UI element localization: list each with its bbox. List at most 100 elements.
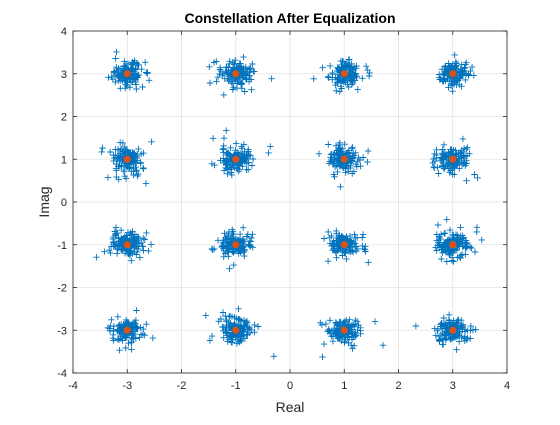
reference-point: [340, 70, 348, 78]
received-symbol-marker: [332, 142, 340, 149]
received-symbol-marker: [458, 146, 465, 154]
received-symbol-marker: [451, 76, 458, 84]
received-symbol-marker: [458, 83, 465, 90]
received-symbol-marker: [362, 248, 369, 255]
received-symbol-marker: [341, 141, 348, 148]
received-symbol-marker: [468, 244, 475, 252]
received-symbol-marker: [107, 148, 114, 156]
received-symbol-marker: [457, 254, 464, 262]
received-symbol-marker: [245, 72, 253, 79]
reference-point: [123, 70, 131, 78]
received-symbol-marker: [443, 258, 450, 265]
received-symbol-marker: [241, 252, 248, 260]
received-symbol-marker: [459, 135, 467, 143]
received-symbol-marker: [325, 74, 332, 81]
received-symbol-marker: [115, 65, 122, 72]
received-symbol-marker: [240, 53, 247, 61]
received-symbol-marker: [210, 59, 218, 66]
received-symbol-marker: [337, 83, 344, 90]
received-symbol-marker: [463, 177, 470, 184]
received-symbol-marker: [440, 70, 447, 78]
received-symbol-marker: [333, 320, 341, 328]
received-symbol-marker: [111, 228, 119, 235]
received-symbol-marker: [248, 162, 256, 169]
received-symbol-marker: [444, 72, 451, 80]
received-symbol-marker: [122, 146, 130, 153]
received-symbol-marker: [122, 147, 129, 154]
received-symbol-marker: [332, 327, 340, 334]
received-symbol-marker: [111, 154, 118, 162]
received-symbol-marker: [324, 258, 332, 265]
received-symbol-marker: [130, 149, 137, 157]
received-symbol-marker: [133, 325, 140, 333]
received-symbol-marker: [329, 69, 336, 77]
received-symbol-marker: [121, 77, 129, 84]
y-tick-label: 2: [61, 112, 67, 124]
received-symbol-marker: [318, 321, 326, 329]
received-symbol-marker: [223, 150, 231, 158]
received-symbol-marker: [437, 76, 444, 83]
received-symbol-marker: [112, 55, 119, 62]
received-symbol-marker: [339, 145, 346, 152]
received-symbol-marker: [119, 337, 126, 344]
received-symbol-marker: [331, 156, 338, 163]
received-symbol-marker: [469, 326, 477, 334]
received-symbol-marker: [247, 152, 254, 159]
received-symbol-marker: [453, 81, 460, 88]
received-symbol-marker: [244, 323, 252, 331]
received-symbol-marker: [213, 78, 220, 85]
received-symbol-marker: [208, 245, 216, 252]
received-symbol-marker: [354, 86, 361, 93]
received-symbol-marker: [442, 332, 449, 339]
received-symbol-marker: [439, 336, 447, 343]
received-symbol-marker: [438, 255, 445, 263]
received-symbol-marker: [119, 139, 127, 147]
reference-point: [232, 70, 240, 78]
received-symbol-marker: [248, 86, 255, 93]
received-symbol-marker: [240, 246, 248, 254]
received-symbol-marker: [446, 169, 453, 176]
y-tick-label: 4: [61, 26, 67, 38]
received-symbol-marker: [239, 242, 247, 250]
received-symbol-marker: [249, 60, 256, 68]
received-symbol-marker: [345, 56, 352, 63]
x-axis-ticks: -4 -3 -2 -1 0 1 2 3 4: [68, 31, 510, 392]
received-symbol-marker: [440, 314, 447, 322]
received-symbol-marker: [228, 171, 235, 179]
received-symbol-marker: [233, 340, 241, 347]
received-symbol-marker: [351, 231, 358, 238]
received-symbol-marker: [231, 164, 238, 171]
received-symbol-marker: [108, 316, 115, 323]
received-symbol-marker: [105, 74, 112, 81]
received-symbol-marker: [456, 165, 463, 172]
received-symbol-marker: [435, 237, 442, 244]
received-symbol-marker: [442, 62, 449, 70]
received-symbol-marker: [354, 318, 361, 325]
received-symbol-marker: [467, 327, 474, 334]
received-symbol-marker: [149, 334, 156, 342]
received-symbol-marker: [132, 76, 139, 84]
received-symbol-marker: [236, 166, 243, 173]
received-symbol-marker: [140, 325, 147, 333]
received-symbol-marker: [115, 336, 123, 343]
received-symbol-marker: [250, 68, 257, 75]
received-symbol-marker: [379, 342, 387, 349]
received-symbol-marker: [335, 65, 342, 72]
received-symbol-marker: [337, 183, 344, 190]
received-symbol-marker: [333, 230, 340, 237]
received-symbol-marker: [325, 228, 332, 236]
received-symbol-marker: [363, 63, 370, 70]
received-symbol-marker: [114, 69, 122, 77]
received-symbol-marker: [238, 324, 245, 331]
reference-point: [449, 326, 457, 334]
y-tick-label: -3: [57, 325, 67, 337]
received-symbol-marker: [347, 154, 355, 162]
reference-point: [340, 241, 348, 249]
received-symbol-marker: [219, 146, 226, 153]
received-symbol-marker: [448, 335, 455, 342]
received-symbol-marker: [237, 81, 245, 88]
received-symbol-marker: [254, 323, 262, 330]
received-symbol-marker: [229, 248, 237, 255]
